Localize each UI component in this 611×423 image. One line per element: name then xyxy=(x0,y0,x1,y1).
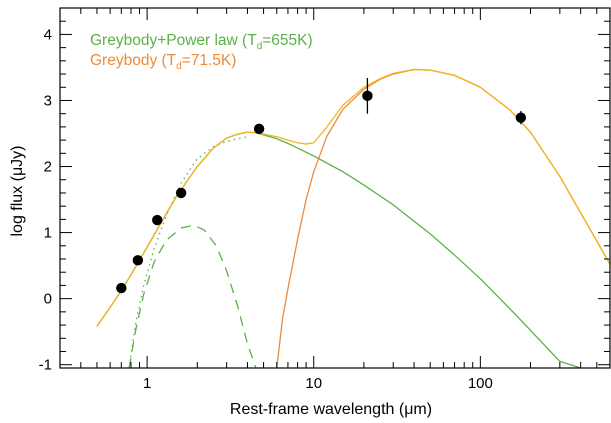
legend-subscript-1: d xyxy=(176,61,182,72)
legend: Greybody+Power law (Td=655K)Greybody (Td… xyxy=(90,32,313,72)
legend-entry-0: Greybody+Power law (Td=655K) xyxy=(90,32,313,52)
legend-text-end-1: =71.5K) xyxy=(182,52,237,69)
series-line-1 xyxy=(128,136,248,368)
data-point-4 xyxy=(253,123,265,135)
series-line-3 xyxy=(276,68,610,368)
plot-frame xyxy=(59,7,611,369)
curves-layer xyxy=(96,68,610,368)
series-line-2 xyxy=(128,224,257,368)
y-tick-label-3: 2 xyxy=(44,159,52,176)
data-point-2 xyxy=(152,214,163,226)
data-point-5 xyxy=(362,90,373,102)
legend-entry-1: Greybody (Td=71.5K) xyxy=(90,52,236,72)
points-layer xyxy=(116,78,527,294)
legend-text-1: Greybody (T xyxy=(90,52,177,69)
y-tick-label-5: 4 xyxy=(44,26,52,43)
data-point-3 xyxy=(175,187,187,199)
series-line-4 xyxy=(96,68,610,327)
x-axis-label: Rest-frame wavelength (μm) xyxy=(230,401,432,418)
y-tick-label-4: 3 xyxy=(44,92,52,109)
series-line-0 xyxy=(96,131,581,368)
legend-subscript-0: d xyxy=(257,41,263,52)
axes-layer: 1 10 100 -1 0 1 2 3 4 xyxy=(39,7,611,392)
data-point-6 xyxy=(515,112,527,123)
y-tick-label-0: -1 xyxy=(39,357,52,374)
data-point-0 xyxy=(116,282,127,294)
y-tick-label-1: 0 xyxy=(44,291,52,308)
y-axis-label: log flux (μJy) xyxy=(9,145,26,236)
data-point-1 xyxy=(132,255,144,266)
x-tick-label-2: 100 xyxy=(468,375,493,392)
y-tick-label-2: 1 xyxy=(44,225,52,242)
x-tick-label-1: 10 xyxy=(305,375,322,392)
legend-text-0: Greybody+Power law (T xyxy=(90,32,257,49)
x-tick-label-0: 1 xyxy=(143,375,151,392)
legend-text-end-0: =655K) xyxy=(262,32,312,49)
